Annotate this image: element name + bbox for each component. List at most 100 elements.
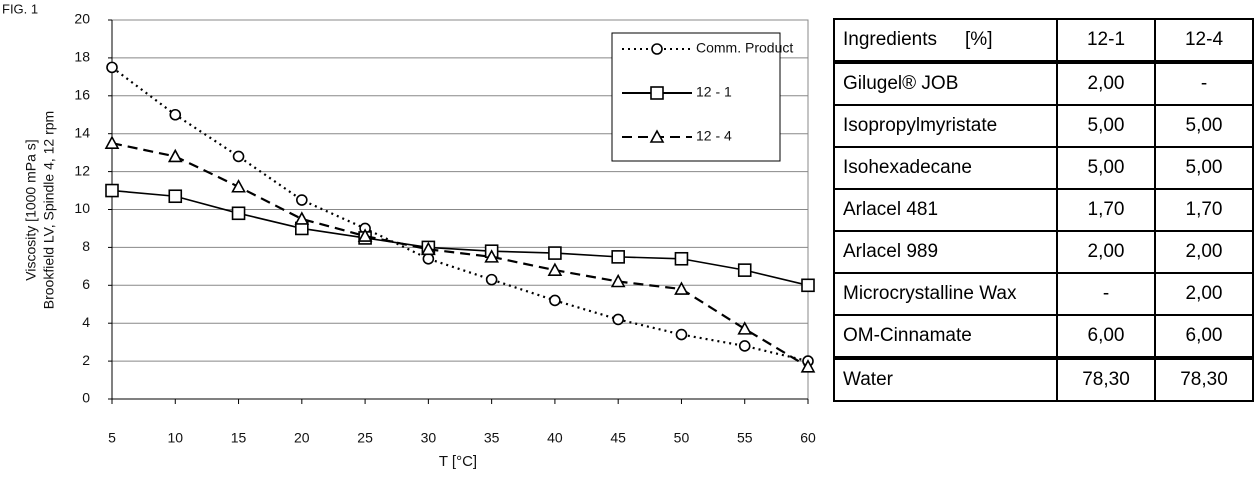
table-cell: 5,00 xyxy=(1056,146,1156,190)
table-row: Isopropylmyristate 5,00 5,00 xyxy=(833,104,1254,148)
cell-text: 12-4 xyxy=(1184,29,1224,50)
point xyxy=(611,250,625,264)
point xyxy=(650,86,664,100)
cell-text: 78,30 xyxy=(1082,369,1130,390)
y-tick-label: 20 xyxy=(74,11,90,27)
y-tick-label: 18 xyxy=(74,49,90,65)
table-cell: 6,00 xyxy=(1154,314,1254,359)
table-cell: 12-1 xyxy=(1056,18,1156,64)
cell-text: 5,00 xyxy=(1185,157,1223,178)
point xyxy=(610,273,626,288)
x-tick-label: 40 xyxy=(547,430,563,446)
table-cell: Gilugel® JOB xyxy=(833,61,1058,106)
table-cell: 6,00 xyxy=(1056,314,1156,359)
table-cell: 2,00 xyxy=(1056,230,1156,274)
point xyxy=(231,179,246,193)
cell-text: Arlacel 481 xyxy=(843,199,939,220)
y-tick-label: 16 xyxy=(74,87,90,103)
point xyxy=(547,262,563,276)
cell-text: 6,00 xyxy=(1185,325,1223,346)
cell-text: Isopropylmyristate xyxy=(843,115,998,136)
legend-label: Comm. Product xyxy=(696,40,793,56)
table-cell: Arlacel 989 xyxy=(833,230,1058,274)
cell-text: 78,30 xyxy=(1180,369,1228,390)
cell-text: 5,00 xyxy=(1185,115,1223,136)
x-tick-label: 15 xyxy=(231,430,247,446)
point xyxy=(800,359,816,373)
y-axis-label: Brookfield LV, Spindle 4, 12 rpm xyxy=(41,111,57,309)
point xyxy=(232,150,245,163)
table-cell: 2,00 xyxy=(1056,61,1156,106)
table-cell: 12-4 xyxy=(1154,18,1254,64)
table-cell: Water xyxy=(833,356,1058,402)
point xyxy=(484,249,499,263)
cell-text: [%] xyxy=(965,29,993,50)
y-tick-label: 2 xyxy=(82,352,90,368)
y-tick-label: 4 xyxy=(82,314,90,330)
point xyxy=(649,129,665,143)
y-tick-label: 10 xyxy=(74,200,90,216)
table-row: OM-Cinnamate 6,00 6,00 xyxy=(833,314,1254,359)
table-cell: Isohexadecane xyxy=(833,146,1058,190)
cell-text: - xyxy=(1200,73,1208,94)
y-tick-label: 6 xyxy=(82,276,90,292)
x-tick-label: 60 xyxy=(800,430,816,446)
figure-label: FIG. 1 xyxy=(2,1,38,16)
point xyxy=(675,328,688,341)
point xyxy=(421,241,436,256)
point xyxy=(738,340,751,352)
table-cell: Isopropylmyristate xyxy=(833,104,1058,148)
x-tick-label: 35 xyxy=(484,430,500,446)
point xyxy=(612,313,624,326)
point xyxy=(651,43,663,55)
table-cell: 1,70 xyxy=(1056,188,1156,232)
cell-text: - xyxy=(1102,283,1110,304)
point xyxy=(168,189,183,204)
table-cell: 1,70 xyxy=(1154,188,1254,232)
x-tick-label: 50 xyxy=(674,430,690,446)
table-cell: 78,30 xyxy=(1154,356,1254,402)
cell-text: Isohexadecane xyxy=(843,157,972,178)
x-tick-label: 5 xyxy=(108,430,116,446)
x-axis-label: T [°C] xyxy=(439,453,477,470)
table-cell: - xyxy=(1056,272,1156,316)
table-cell: 5,00 xyxy=(1154,104,1254,148)
x-tick-label: 45 xyxy=(610,430,626,446)
table-row: Arlacel 481 1,70 1,70 xyxy=(833,188,1254,232)
point xyxy=(737,263,752,277)
cell-text: 2,00 xyxy=(1087,241,1125,262)
table-cell: 78,30 xyxy=(1056,356,1156,402)
series-line xyxy=(111,189,809,287)
series-line xyxy=(111,142,809,368)
point xyxy=(422,252,435,265)
legend-label: 12 - 1 xyxy=(696,84,732,100)
cell-text: OM-Cinnamate xyxy=(843,325,972,346)
point xyxy=(485,273,498,286)
y-tick-label: 0 xyxy=(82,390,90,406)
table-row: Gilugel® JOB 2,00 - xyxy=(833,61,1254,106)
point xyxy=(294,211,310,225)
cell-text: Gilugel® JOB xyxy=(843,73,959,94)
point xyxy=(167,148,183,163)
x-tick-label: 20 xyxy=(294,430,310,446)
ingredients-table: Ingredients [%] 12-1 12-4 Gilugel® JOB 2,00 - I… xyxy=(833,18,1254,402)
legend-box xyxy=(611,32,781,162)
table-row: Ingredients [%] 12-1 12-4 xyxy=(833,18,1254,64)
x-tick-label: 30 xyxy=(421,430,437,446)
table-cell: 5,00 xyxy=(1154,146,1254,190)
point xyxy=(549,294,561,307)
point xyxy=(105,183,119,198)
cell-text: Microcrystalline Wax xyxy=(843,283,1017,304)
table-cell: - xyxy=(1154,61,1254,106)
point xyxy=(296,194,308,206)
cell-text: Arlacel 989 xyxy=(843,241,939,262)
table-row: Arlacel 989 2,00 2,00 xyxy=(833,230,1254,274)
cell-text: 12-1 xyxy=(1086,29,1126,50)
cell-text: 5,00 xyxy=(1087,157,1125,178)
point xyxy=(106,61,118,74)
x-tick-label: 25 xyxy=(357,430,373,446)
point xyxy=(737,321,753,335)
y-axis-label: Viscosity [1000 mPa s] xyxy=(23,139,39,280)
point xyxy=(357,228,373,242)
